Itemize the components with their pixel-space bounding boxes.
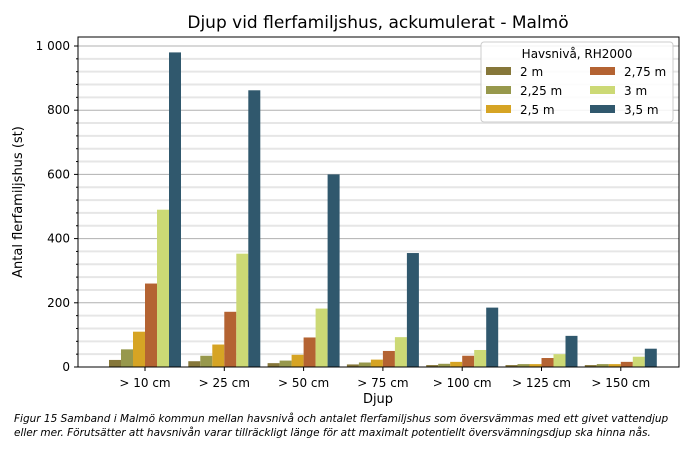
legend: Havsnivå, RH2000 2 m 2,25 m 2,5 m 2,75 m 3 m 3… [480, 41, 674, 123]
legend-swatch [590, 105, 615, 113]
bar-2-75-m [224, 311, 237, 367]
bars [109, 52, 657, 368]
bar-2-5-m [212, 344, 225, 367]
legend-label: 3,5 m [624, 103, 659, 117]
bar-2-75-m [462, 355, 475, 367]
legend-label: 2,75 m [624, 65, 666, 79]
legend-label: 2,25 m [520, 84, 562, 98]
x-axis-label: Djup [363, 392, 393, 407]
bar-3-m [236, 253, 249, 367]
y-tick-label: 1 000 [36, 39, 70, 53]
bar-2-m [267, 363, 280, 367]
bar-2-5-m [450, 361, 463, 367]
bar-3-m [157, 209, 169, 367]
legend-swatch [590, 86, 615, 94]
bar-2-m [346, 364, 359, 367]
chart-title: Djup vid flerfamiljshus, ackumulerat - M… [187, 13, 568, 33]
legend-label: 2,5 m [520, 103, 555, 117]
bar-2-25-m [438, 363, 451, 367]
legend-title: Havsnivå, RH2000 [522, 47, 633, 61]
bar-2-25-m [121, 349, 133, 367]
bar-3-m [394, 337, 407, 367]
bar-2-5-m [529, 364, 542, 367]
bar-3-5-m [327, 174, 340, 367]
y-axis-label: Antal flerfamiljshus (st) [11, 126, 26, 278]
bar-3-5-m [406, 253, 419, 367]
bar-3-5-m [486, 307, 499, 367]
bar-2-75-m [541, 358, 554, 367]
bar-2-75-m [382, 350, 395, 367]
bar-2-75-m [620, 361, 633, 367]
y-tick-label: 400 [47, 232, 70, 246]
bar-2-25-m [596, 364, 609, 367]
y-tick-label: 800 [47, 103, 70, 117]
x-tick-label: > 150 cm [591, 376, 650, 390]
legend-label: 2 m [520, 65, 543, 79]
x-tick-label: > 75 cm [357, 376, 408, 390]
bar-3-m [315, 308, 328, 367]
x-tick-label: > 125 cm [512, 376, 571, 390]
bar-3-m [474, 349, 487, 367]
bar-2-m [584, 365, 597, 367]
bar-2-25-m [279, 360, 292, 367]
bar-3-5-m [565, 335, 578, 367]
legend-swatch [486, 67, 511, 75]
y-tick-label: 600 [47, 167, 70, 181]
y-tick-label: 0 [62, 360, 70, 374]
legend-label: 3 m [624, 84, 647, 98]
bar-3-5-m [644, 348, 657, 367]
x-tick-label: > 25 cm [199, 376, 250, 390]
bar-3-m [553, 354, 566, 367]
bar-3-5-m [248, 90, 261, 368]
bar-2-5-m [608, 364, 621, 367]
bar-2-5-m [133, 331, 145, 367]
legend-swatch [486, 86, 511, 94]
y-tick-label: 200 [47, 296, 70, 310]
bar-2-25-m [517, 364, 530, 367]
bar-2-m [188, 361, 201, 367]
x-tick-label: > 100 cm [433, 376, 492, 390]
axes: 0 200 400 600 800 1 000 > 10 cm > 25 cm > 50 cm >… [36, 39, 651, 390]
bar-2-5-m [370, 359, 383, 367]
bar-2-75-m [145, 283, 157, 367]
legend-swatch [590, 67, 615, 75]
legend-box [480, 41, 674, 123]
bar-3-5-m [169, 52, 181, 367]
plot-frame [77, 36, 680, 368]
bar-2-m [505, 365, 518, 367]
bar-2-75-m [303, 337, 316, 367]
bar-2-m [426, 365, 439, 367]
figure-caption: Figur 15 Samband i Malmö kommun mellan h… [14, 413, 669, 439]
bar-2-m [109, 359, 121, 367]
bar-3-m [632, 356, 645, 367]
bar-chart: 0 200 400 600 800 1 000 > 10 cm > 25 cm > 50 cm >… [11, 13, 680, 407]
x-tick-label: > 10 cm [119, 376, 170, 390]
bar-2-5-m [291, 354, 304, 367]
x-tick-label: > 50 cm [278, 376, 329, 390]
bar-2-25-m [358, 362, 371, 367]
bar-2-25-m [200, 355, 213, 367]
legend-swatch [486, 105, 511, 113]
